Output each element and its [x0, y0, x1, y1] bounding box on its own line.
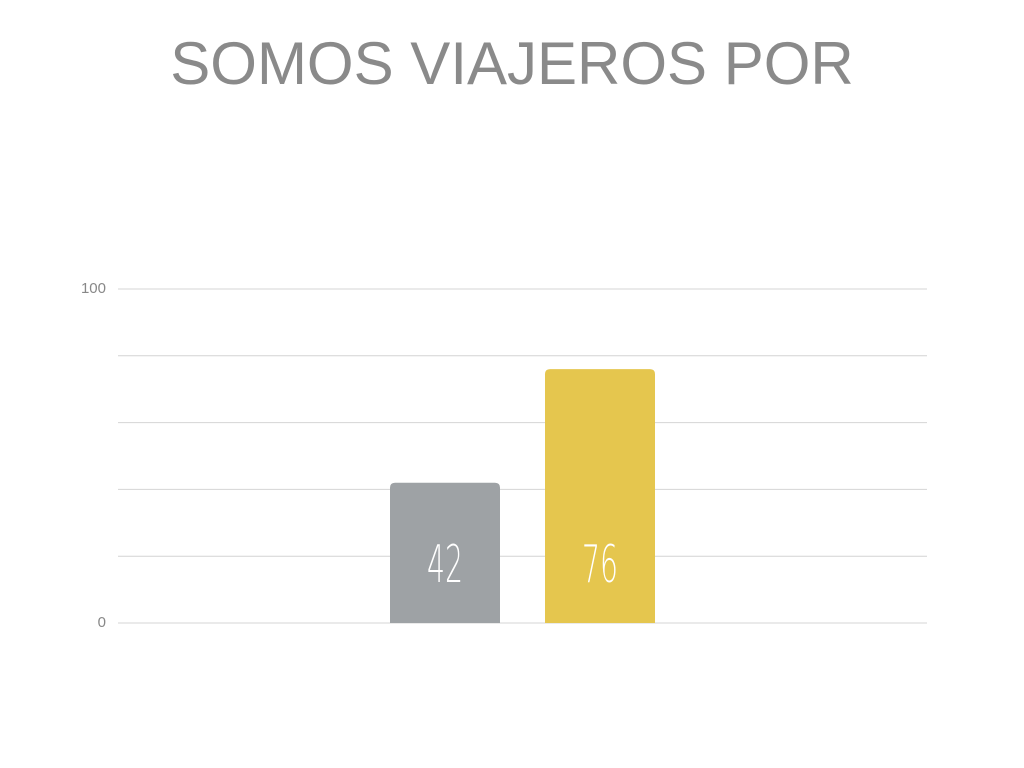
y-tick-label: 0	[98, 614, 106, 631]
bar	[545, 369, 655, 623]
value-label: 76	[582, 535, 618, 595]
bar	[390, 482, 500, 623]
chart-title: SOMOS VIAJEROS POR	[170, 30, 853, 97]
y-tick-label: 100	[81, 280, 106, 297]
value-label: 42	[427, 535, 463, 595]
